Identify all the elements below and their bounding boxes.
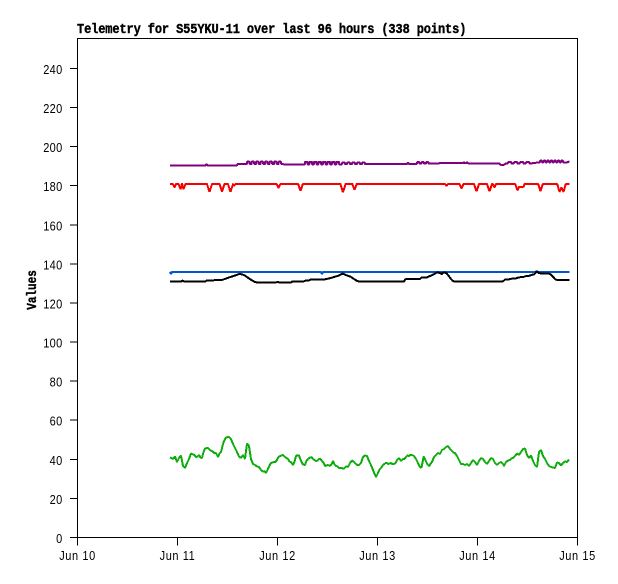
svg-text:Jun 14: Jun 14 xyxy=(459,548,496,563)
svg-text:Jun 11: Jun 11 xyxy=(160,548,196,563)
svg-text:180: 180 xyxy=(43,179,62,194)
svg-text:160: 160 xyxy=(43,219,62,234)
svg-text:140: 140 xyxy=(43,258,62,273)
svg-text:Jun 13: Jun 13 xyxy=(359,548,396,563)
svg-text:200: 200 xyxy=(43,140,62,155)
svg-text:40: 40 xyxy=(50,453,63,468)
svg-text:220: 220 xyxy=(43,101,62,116)
svg-text:Values: Values xyxy=(25,270,40,310)
svg-text:240: 240 xyxy=(43,62,62,77)
svg-text:Jun 15: Jun 15 xyxy=(559,548,596,563)
svg-text:20: 20 xyxy=(50,492,63,507)
svg-text:0: 0 xyxy=(56,531,62,546)
svg-text:Jun 10: Jun 10 xyxy=(59,548,96,563)
svg-text:Jun 12: Jun 12 xyxy=(259,548,296,563)
svg-text:60: 60 xyxy=(50,414,63,429)
svg-text:100: 100 xyxy=(43,336,62,351)
svg-text:120: 120 xyxy=(43,297,62,312)
svg-text:80: 80 xyxy=(50,375,63,390)
svg-text:Telemetry for S55YKU-11 over l: Telemetry for S55YKU-11 over last 96 hou… xyxy=(77,21,466,37)
